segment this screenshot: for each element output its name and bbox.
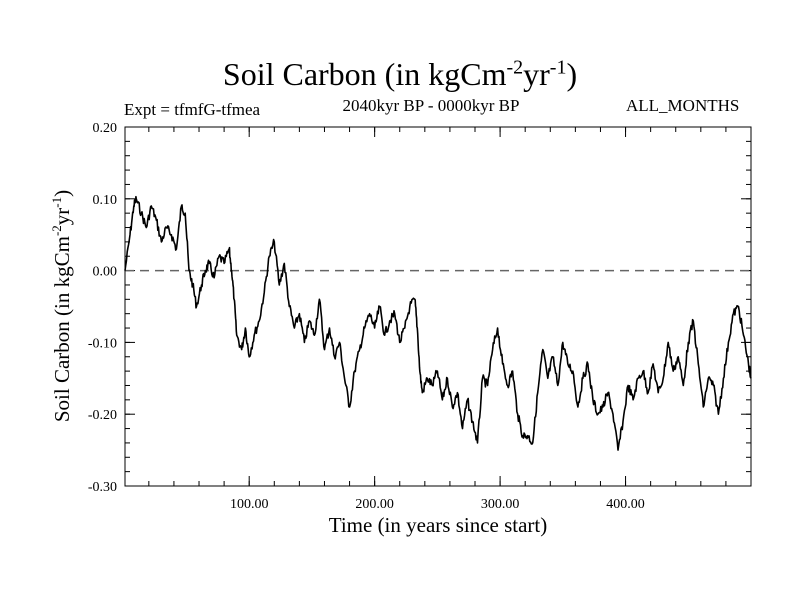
- y-tick-label: 0.10: [93, 193, 118, 208]
- y-tick-label: 0.00: [93, 265, 118, 280]
- x-axis-label: Time (in years since start): [328, 513, 548, 537]
- chart-title: Soil Carbon (in kgCm-2yr-1): [222, 56, 578, 92]
- x-tick-label: 100.00: [230, 497, 269, 512]
- tick-group: 0.20 0.10 0.00 -0.10 -0.20 -0.30 100.00 200.00 3…: [88, 121, 751, 512]
- x-tick-label: 300.00: [481, 497, 520, 512]
- y-tick-label: -0.20: [88, 408, 117, 423]
- series-line: [124, 195, 752, 451]
- y-tick-label: -0.10: [88, 336, 117, 351]
- y-axis-label: Soil Carbon (in kgCm-2yr-1): [49, 189, 74, 423]
- x-tick-label: 400.00: [606, 497, 645, 512]
- plot-frame: [124, 126, 752, 487]
- experiment-label: Expt = tfmfG-tfmea: [124, 100, 261, 119]
- period-label: 2040kyr BP - 0000kyr BP: [342, 96, 520, 115]
- x-tick-label: 200.00: [355, 497, 394, 512]
- months-label: ALL_MONTHS: [626, 96, 740, 115]
- y-tick-label: -0.30: [88, 480, 117, 495]
- y-tick-label: 0.20: [93, 121, 118, 136]
